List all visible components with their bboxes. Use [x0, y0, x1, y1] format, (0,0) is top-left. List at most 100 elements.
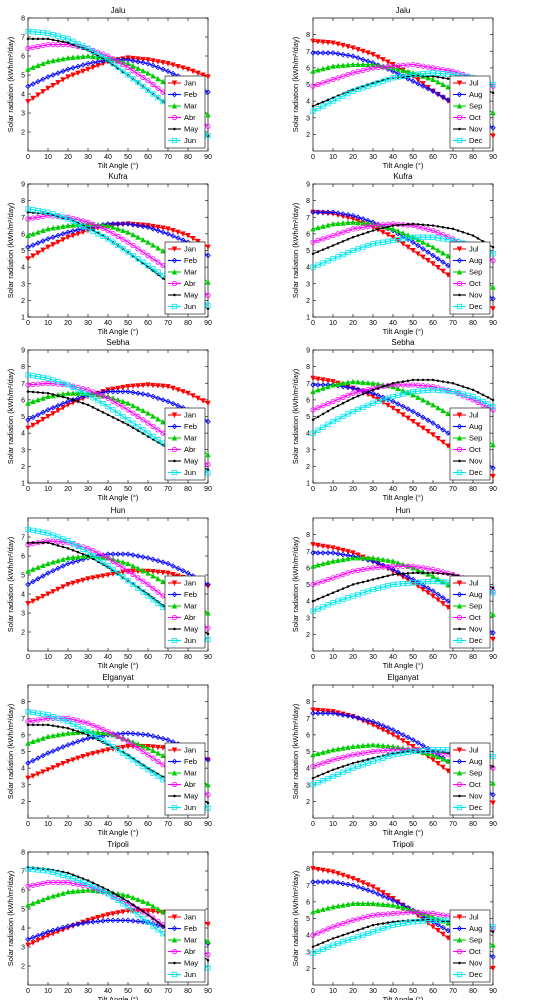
- point-may: [61, 726, 65, 729]
- point-nov: [376, 923, 380, 926]
- point-feb: [140, 391, 146, 397]
- point-abr: [105, 555, 111, 561]
- point-jul: [395, 735, 401, 741]
- point-dec: [360, 404, 366, 410]
- point-jul: [425, 428, 431, 435]
- point-dec: [375, 927, 381, 933]
- point-aug: [425, 585, 431, 592]
- point-mar: [125, 400, 131, 406]
- point-mar: [25, 902, 31, 908]
- point-mar: [155, 750, 161, 756]
- point-nov: [491, 398, 495, 402]
- point-feb: [120, 551, 126, 557]
- point-jan: [185, 390, 191, 397]
- point-feb: [145, 224, 151, 230]
- point-mar: [75, 54, 81, 60]
- point-sep: [320, 223, 326, 229]
- point-jan: [45, 591, 51, 597]
- point-nov: [456, 229, 460, 232]
- legend-label-oct: Oct: [469, 445, 482, 454]
- point-jan: [105, 912, 111, 918]
- point-mar: [45, 58, 51, 65]
- point-jul: [355, 47, 361, 53]
- point-feb: [165, 68, 171, 74]
- point-sep: [425, 241, 431, 248]
- point-nov: [326, 409, 330, 413]
- point-aug: [345, 211, 351, 218]
- point-feb: [30, 578, 36, 585]
- point-sep: [325, 383, 331, 390]
- x-tick-label: 10: [44, 654, 52, 661]
- point-jan: [110, 911, 116, 917]
- x-tick-label: 0: [26, 988, 30, 995]
- point-dec: [355, 86, 361, 93]
- point-aug: [405, 574, 411, 580]
- point-jun: [90, 552, 96, 559]
- y-tick-label: 6: [21, 231, 25, 238]
- point-dec: [420, 748, 426, 754]
- point-sep: [385, 557, 391, 563]
- point-sep: [385, 901, 391, 908]
- legend-label-abr: Abr: [184, 445, 196, 454]
- y-tick-label: 6: [21, 554, 25, 561]
- point-sep: [315, 750, 321, 757]
- point-jun: [115, 64, 121, 70]
- point-jun: [30, 866, 36, 873]
- point-aug: [320, 50, 326, 56]
- y-tick-label: 2: [306, 132, 310, 139]
- point-nov: [376, 386, 380, 390]
- point-dec: [395, 581, 401, 587]
- legend-label-sep: Sep: [469, 102, 482, 111]
- point-feb: [205, 252, 211, 259]
- point-nov: [426, 378, 430, 382]
- point-jan: [50, 589, 56, 595]
- legend-marker-sep: [456, 603, 463, 609]
- point-dec: [360, 762, 366, 768]
- point-dec: [430, 917, 436, 923]
- point-mar: [75, 390, 81, 396]
- point-sep: [315, 67, 321, 73]
- point-mar: [130, 563, 136, 569]
- point-feb: [40, 238, 46, 244]
- point-nov: [491, 765, 495, 768]
- point-may: [111, 416, 115, 419]
- legend-marker-oct: [456, 781, 463, 788]
- point-mar: [50, 893, 56, 899]
- point-mar: [205, 451, 211, 458]
- point-oct: [340, 229, 346, 235]
- point-jul: [325, 40, 331, 46]
- point-feb: [25, 581, 31, 588]
- legend-label-aug: Aug: [469, 757, 482, 766]
- point-jan: [90, 751, 96, 757]
- point-feb: [40, 76, 46, 83]
- y-tick-label: 8: [21, 198, 25, 205]
- point-nov: [351, 930, 355, 934]
- point-abr: [85, 545, 91, 552]
- point-nov: [471, 234, 475, 237]
- y-tick-label: 7: [306, 549, 310, 556]
- legend-marker-feb: [171, 591, 178, 598]
- legend-label-jun: Jun: [184, 136, 196, 145]
- point-jan: [135, 56, 141, 62]
- point-feb: [80, 62, 86, 68]
- point-jun: [45, 868, 51, 874]
- point-dec: [380, 239, 386, 245]
- point-jun: [45, 209, 51, 215]
- point-feb: [140, 223, 146, 230]
- point-oct: [425, 910, 431, 916]
- point-jan: [55, 80, 61, 86]
- point-jul: [385, 232, 391, 238]
- legend-marker-mar: [171, 269, 178, 275]
- legend-label-aug: Aug: [469, 422, 482, 431]
- point-feb: [165, 231, 171, 237]
- legend-marker-sep: [456, 269, 463, 275]
- y-tick-label: 8: [21, 364, 25, 371]
- point-oct: [405, 62, 411, 68]
- point-abr: [40, 716, 46, 722]
- point-nov: [416, 378, 420, 382]
- point-aug: [355, 55, 361, 61]
- point-jul: [350, 45, 356, 51]
- point-dec: [405, 390, 411, 396]
- point-sep: [380, 742, 386, 749]
- point-aug: [410, 239, 416, 245]
